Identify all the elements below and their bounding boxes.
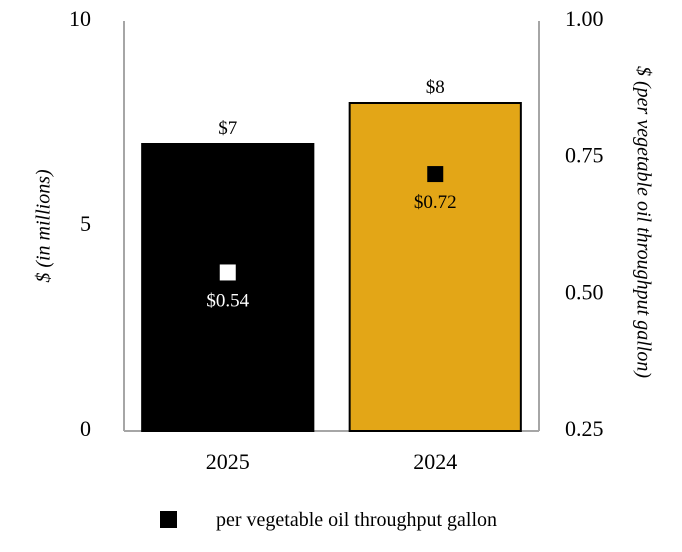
- y2-tick-label: 0.75: [565, 143, 604, 168]
- y2-axis-title: $ (per vegetable oil throughput gallon): [632, 66, 654, 378]
- point-marker-2025: [219, 264, 236, 281]
- x-tick-label: 2024: [413, 449, 457, 474]
- y2-tick-label: 0.50: [565, 279, 604, 304]
- markers: $0.54 $0.72: [206, 166, 457, 311]
- x-tick-label: 2025: [206, 449, 250, 474]
- y-tick-label: 0: [80, 416, 91, 441]
- y-tick-label: 5: [80, 211, 91, 236]
- legend-marker: [160, 511, 177, 528]
- y-tick-label: 10: [69, 6, 91, 31]
- y-axis-title: $ (in millions): [33, 169, 55, 283]
- bars: $7 2025 $8 2024: [141, 77, 522, 474]
- legend-label: per vegetable oil throughput gallon: [216, 509, 497, 531]
- bar-2024: [348, 102, 522, 432]
- legend: per vegetable oil throughput gallon: [160, 509, 497, 531]
- y2-tick-label: 0.25: [565, 416, 604, 441]
- point-marker-2024: [427, 166, 444, 183]
- point-value-label: $0.54: [206, 290, 249, 311]
- bar-value-label: $8: [426, 77, 445, 98]
- ticks: 0 5 10 0.25 0.50 0.75 1.00: [69, 6, 604, 441]
- bar-value-label: $7: [218, 118, 237, 139]
- point-value-label: $0.72: [414, 192, 457, 213]
- bar-2025: [141, 143, 315, 432]
- y2-tick-label: 1.00: [565, 6, 604, 31]
